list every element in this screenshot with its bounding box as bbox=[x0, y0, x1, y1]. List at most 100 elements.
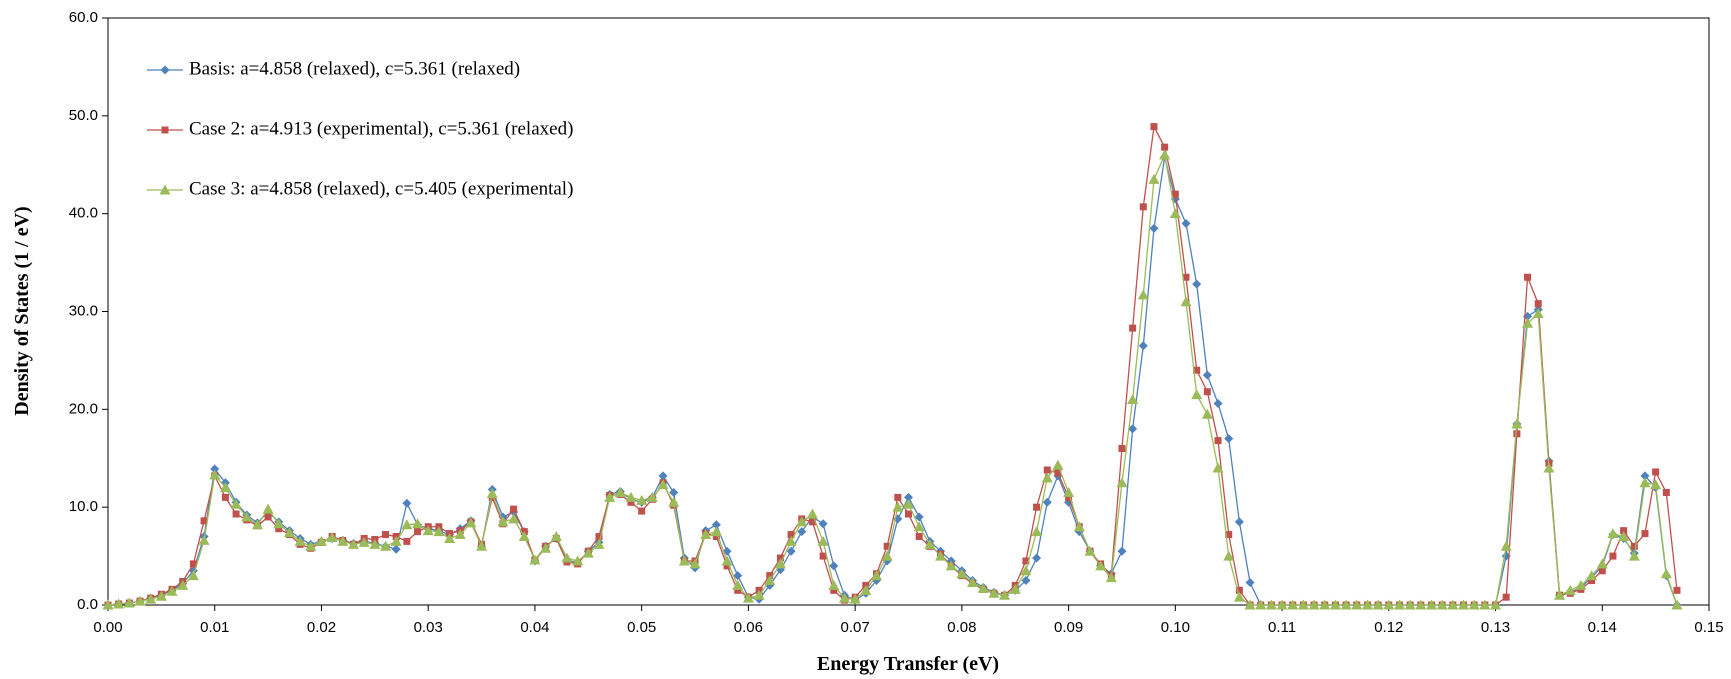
data-point bbox=[830, 586, 838, 594]
legend-marker bbox=[161, 126, 169, 134]
data-point bbox=[734, 586, 742, 594]
data-point bbox=[1148, 173, 1160, 184]
data-point bbox=[657, 479, 669, 490]
data-point bbox=[1245, 577, 1255, 587]
data-point bbox=[1490, 599, 1502, 610]
data-point bbox=[1052, 459, 1064, 470]
data-point bbox=[1212, 462, 1224, 473]
data-point bbox=[1630, 542, 1638, 550]
data-point bbox=[305, 540, 317, 551]
data-point bbox=[870, 570, 882, 581]
data-point bbox=[1639, 477, 1651, 488]
data-point bbox=[326, 531, 338, 542]
data-point bbox=[732, 579, 744, 590]
x-tick-label: 0.05 bbox=[627, 619, 656, 636]
data-point bbox=[230, 498, 242, 509]
data-point bbox=[881, 550, 893, 561]
data-point bbox=[1620, 527, 1628, 535]
data-point bbox=[1127, 394, 1139, 405]
data-point bbox=[251, 519, 263, 530]
data-point bbox=[177, 579, 189, 590]
data-point bbox=[1361, 599, 1373, 610]
data-point bbox=[1543, 462, 1555, 473]
data-point bbox=[646, 491, 658, 502]
x-tick-label: 0.12 bbox=[1374, 619, 1403, 636]
data-point bbox=[391, 544, 401, 554]
data-point bbox=[894, 493, 902, 501]
x-tick-label: 0.02 bbox=[307, 619, 336, 636]
data-point bbox=[1032, 553, 1042, 563]
data-point bbox=[712, 533, 720, 541]
data-point bbox=[1073, 521, 1085, 532]
data-point bbox=[262, 503, 274, 514]
data-point bbox=[774, 558, 786, 569]
y-tick-label: 60.0 bbox=[69, 9, 98, 26]
data-point bbox=[1171, 190, 1179, 198]
data-point bbox=[1650, 479, 1662, 490]
data-point bbox=[1628, 550, 1640, 561]
data-point bbox=[1150, 123, 1158, 131]
data-point bbox=[945, 560, 957, 571]
data-point bbox=[678, 555, 690, 566]
legend-label: Basis: a=4.858 (relaxed), c=5.361 (relax… bbox=[189, 58, 520, 79]
data-point bbox=[166, 585, 178, 596]
data-point bbox=[1297, 599, 1309, 610]
data-point bbox=[1287, 599, 1299, 610]
y-tick-label: 0.0 bbox=[77, 596, 98, 613]
data-point bbox=[1129, 324, 1137, 332]
data-point bbox=[1404, 599, 1416, 610]
data-point bbox=[1020, 565, 1032, 576]
data-point bbox=[369, 538, 381, 549]
data-point bbox=[797, 527, 807, 537]
data-point bbox=[444, 532, 456, 543]
data-point bbox=[1513, 430, 1521, 438]
data-point bbox=[1641, 530, 1649, 538]
data-point bbox=[1340, 599, 1352, 610]
data-point bbox=[221, 493, 229, 501]
data-point bbox=[1351, 599, 1363, 610]
data-point bbox=[241, 511, 253, 522]
data-point bbox=[627, 498, 635, 506]
data-point bbox=[903, 498, 914, 509]
legend-label: Case 3: a=4.858 (relaxed), c=5.405 (expe… bbox=[189, 178, 573, 199]
data-point bbox=[412, 518, 424, 529]
data-point bbox=[433, 526, 445, 537]
data-point bbox=[1149, 223, 1159, 233]
data-point bbox=[742, 592, 754, 603]
data-point bbox=[999, 589, 1011, 600]
data-point bbox=[1436, 599, 1448, 610]
data-point bbox=[710, 526, 722, 537]
x-tick-label: 0.11 bbox=[1268, 619, 1296, 636]
data-point bbox=[1586, 570, 1598, 581]
data-point bbox=[145, 593, 157, 604]
data-point bbox=[508, 513, 520, 524]
data-point bbox=[486, 487, 498, 498]
data-point bbox=[1203, 388, 1211, 396]
data-point bbox=[1137, 289, 1149, 300]
data-point bbox=[1118, 444, 1126, 452]
data-point bbox=[1117, 546, 1127, 556]
data-point bbox=[1234, 517, 1244, 527]
data-point bbox=[189, 560, 197, 568]
data-point bbox=[497, 516, 509, 527]
data-point bbox=[572, 555, 584, 566]
data-point bbox=[550, 531, 562, 542]
data-point bbox=[668, 496, 680, 507]
data-point bbox=[198, 534, 210, 545]
data-point bbox=[1193, 366, 1201, 374]
data-point bbox=[892, 501, 904, 512]
data-point bbox=[422, 525, 434, 536]
data-point bbox=[614, 486, 626, 497]
data-point bbox=[913, 521, 925, 532]
x-tick-label: 0.06 bbox=[734, 619, 763, 636]
data-point bbox=[733, 571, 743, 581]
data-point bbox=[1673, 586, 1681, 594]
data-point bbox=[1116, 477, 1128, 488]
data-point bbox=[102, 599, 114, 610]
data-point bbox=[625, 491, 637, 502]
data-point bbox=[806, 508, 818, 519]
data-point bbox=[723, 562, 731, 570]
data-point bbox=[529, 554, 541, 565]
data-point bbox=[1192, 279, 1202, 289]
legend-marker bbox=[159, 184, 171, 195]
